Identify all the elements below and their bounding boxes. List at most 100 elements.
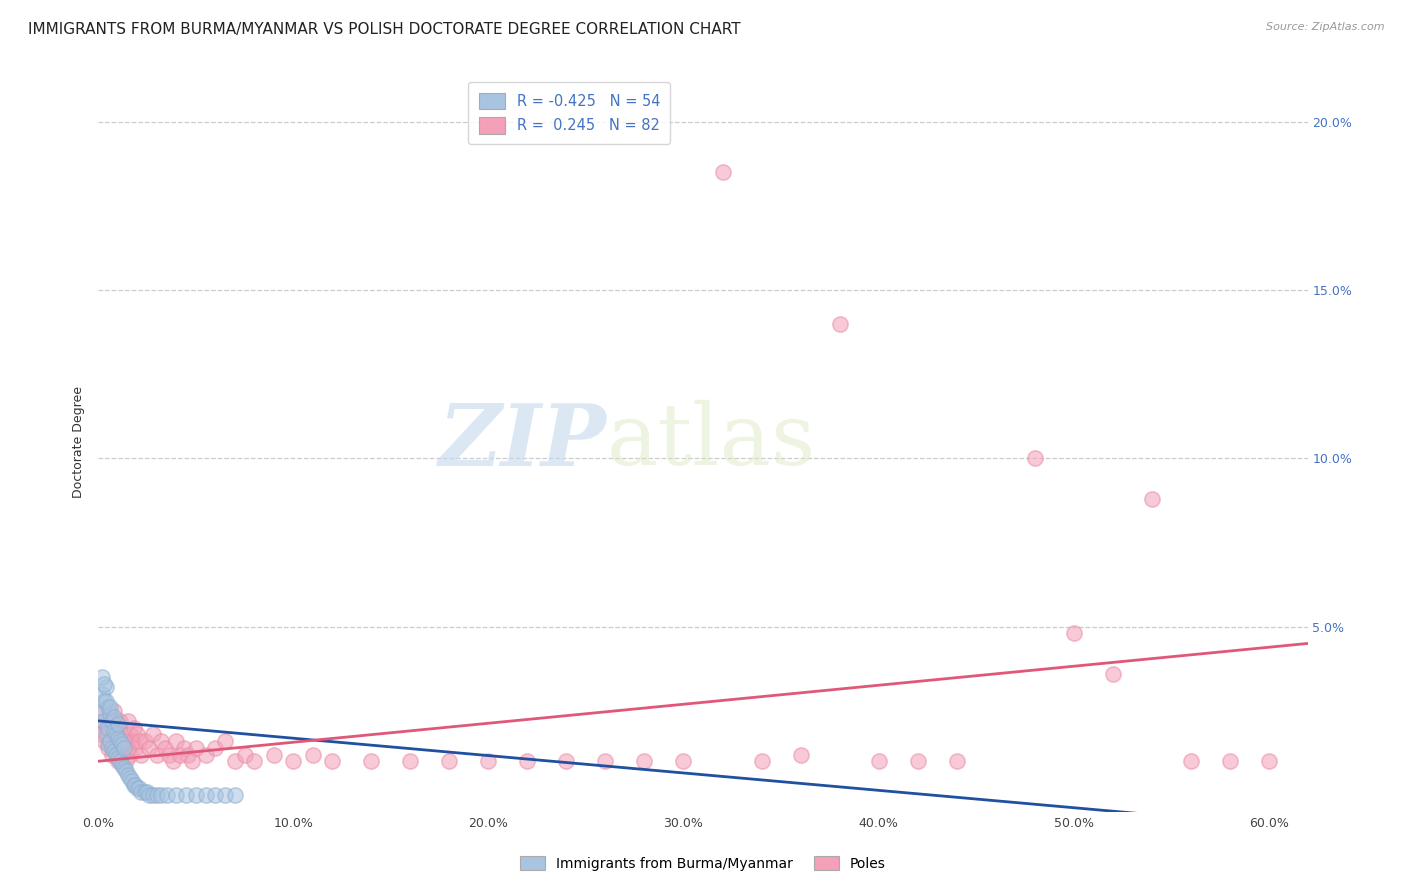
Point bbox=[98, 700, 121, 714]
Point bbox=[233, 747, 256, 762]
Point bbox=[91, 687, 114, 701]
Point bbox=[111, 734, 134, 748]
Point bbox=[107, 754, 129, 768]
Point bbox=[93, 694, 115, 708]
Point bbox=[633, 754, 655, 768]
Point bbox=[263, 747, 285, 762]
Point bbox=[214, 734, 236, 748]
Point bbox=[1024, 451, 1046, 466]
Point bbox=[112, 740, 135, 755]
Point bbox=[321, 754, 343, 768]
Point bbox=[127, 781, 149, 796]
Point bbox=[118, 747, 141, 762]
Point bbox=[149, 788, 172, 802]
Point bbox=[114, 764, 136, 779]
Point bbox=[131, 784, 153, 798]
Point bbox=[103, 704, 125, 718]
Point bbox=[103, 710, 125, 724]
Point bbox=[142, 788, 165, 802]
Point bbox=[194, 788, 217, 802]
Point bbox=[98, 714, 121, 728]
Point bbox=[117, 714, 139, 728]
Point bbox=[184, 740, 207, 755]
Point bbox=[117, 767, 139, 781]
Point bbox=[111, 757, 134, 772]
Point bbox=[118, 771, 141, 785]
Point bbox=[204, 788, 226, 802]
Point bbox=[134, 734, 156, 748]
Point bbox=[204, 740, 226, 755]
Point bbox=[156, 788, 179, 802]
Point bbox=[165, 734, 187, 748]
Point bbox=[127, 727, 149, 741]
Point bbox=[114, 734, 136, 748]
Point bbox=[104, 714, 127, 728]
Point bbox=[184, 788, 207, 802]
Point bbox=[108, 714, 131, 728]
Point bbox=[138, 788, 160, 802]
Point bbox=[751, 754, 773, 768]
Point bbox=[138, 740, 160, 755]
Point bbox=[96, 694, 118, 708]
Point bbox=[97, 738, 120, 752]
Point bbox=[439, 754, 461, 768]
Point bbox=[112, 761, 135, 775]
Text: IMMIGRANTS FROM BURMA/MYANMAR VS POLISH DOCTORATE DEGREE CORRELATION CHART: IMMIGRANTS FROM BURMA/MYANMAR VS POLISH … bbox=[28, 22, 741, 37]
Point bbox=[828, 317, 851, 331]
Point bbox=[868, 754, 890, 768]
Point bbox=[107, 717, 129, 731]
Point bbox=[107, 751, 129, 765]
Point bbox=[111, 747, 134, 762]
Point bbox=[112, 740, 135, 755]
Point bbox=[111, 738, 134, 752]
Point bbox=[117, 740, 139, 755]
Point bbox=[153, 740, 176, 755]
Point bbox=[98, 734, 121, 748]
Point bbox=[224, 788, 246, 802]
Point bbox=[146, 747, 169, 762]
Point bbox=[360, 754, 382, 768]
Point bbox=[146, 788, 169, 802]
Point bbox=[162, 754, 184, 768]
Point bbox=[142, 727, 165, 741]
Point bbox=[149, 734, 172, 748]
Point bbox=[1101, 666, 1123, 681]
Text: Source: ZipAtlas.com: Source: ZipAtlas.com bbox=[1267, 22, 1385, 32]
Point bbox=[101, 714, 124, 728]
Point bbox=[555, 754, 578, 768]
Point bbox=[181, 754, 204, 768]
Point bbox=[104, 747, 127, 762]
Point bbox=[103, 744, 125, 758]
Point bbox=[399, 754, 422, 768]
Point bbox=[104, 740, 127, 755]
Point bbox=[91, 670, 114, 684]
Point bbox=[174, 788, 197, 802]
Point bbox=[108, 754, 131, 768]
Point bbox=[124, 740, 146, 755]
Point bbox=[93, 704, 115, 718]
Point bbox=[97, 740, 120, 755]
Point bbox=[516, 754, 538, 768]
Point bbox=[1063, 626, 1085, 640]
Point bbox=[118, 727, 141, 741]
Point bbox=[97, 727, 120, 741]
Point bbox=[107, 727, 129, 741]
Point bbox=[96, 721, 118, 735]
Point bbox=[789, 747, 811, 762]
Point bbox=[224, 754, 246, 768]
Point bbox=[89, 727, 111, 741]
Point bbox=[97, 700, 120, 714]
Point bbox=[177, 747, 200, 762]
Point bbox=[134, 784, 156, 798]
Point bbox=[108, 740, 131, 755]
Legend: R = -0.425   N = 54, R =  0.245   N = 82: R = -0.425 N = 54, R = 0.245 N = 82 bbox=[468, 82, 671, 144]
Point bbox=[122, 721, 145, 735]
Point bbox=[302, 747, 325, 762]
Point bbox=[121, 774, 143, 789]
Point bbox=[165, 788, 187, 802]
Point bbox=[107, 731, 129, 745]
Text: atlas: atlas bbox=[606, 400, 815, 483]
Point bbox=[108, 734, 131, 748]
Point bbox=[93, 714, 115, 728]
Point bbox=[595, 754, 617, 768]
